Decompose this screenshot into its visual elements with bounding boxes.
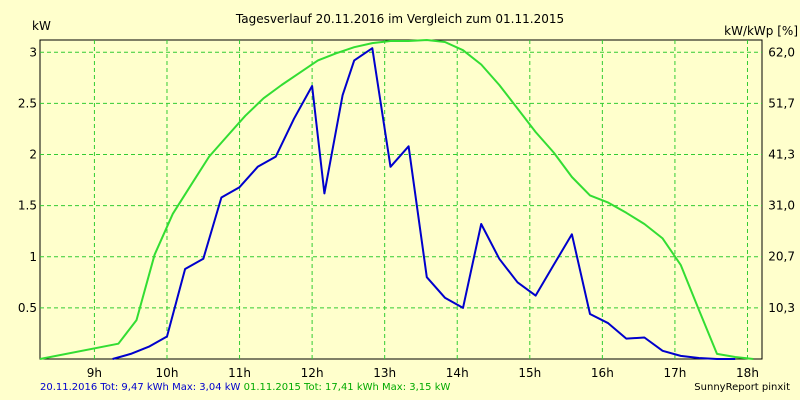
y-tick-label-right: 51,7 bbox=[768, 96, 795, 110]
y-tick-label-right: 41,3 bbox=[768, 148, 795, 162]
y-tick-label-left: 1 bbox=[29, 250, 37, 264]
y-tick-label-right: 10,3 bbox=[768, 301, 795, 315]
x-tick-label: 17h bbox=[663, 366, 686, 380]
legend-series-2015: 01.11.2015 Tot: 17,41 kWh Max: 3,15 kW bbox=[243, 382, 451, 393]
x-tick-label: 14h bbox=[446, 366, 469, 380]
series-group bbox=[39, 39, 754, 360]
x-tick-label: 10h bbox=[156, 366, 179, 380]
y-tick-label-left: 2.5 bbox=[18, 96, 37, 110]
y-axis-label-left: kW bbox=[32, 19, 51, 33]
y-tick-label-left: 1.5 bbox=[18, 199, 37, 213]
series-line-01-11-2015 bbox=[39, 39, 754, 360]
footer: 20.11.2016 Tot: 9,47 kWh Max: 3,04 kW 01… bbox=[0, 382, 800, 396]
y-tick-label-left: 0.5 bbox=[18, 301, 37, 315]
x-tick-label: 15h bbox=[518, 366, 541, 380]
x-tick-label: 16h bbox=[591, 366, 614, 380]
series-line-20-11-2016 bbox=[112, 47, 736, 360]
x-tick-label: 11h bbox=[228, 366, 251, 380]
y-tick-label-right: 31,0 bbox=[768, 199, 795, 213]
axis-ticks: 9h 10h 11h 12h 13h 14h 15h 16h 17h 18h 0.5 1 1.5 2 2.5… bbox=[18, 45, 795, 380]
y-axis-label-right: kW/kWp [%] bbox=[724, 24, 798, 38]
credit-text: SunnyReport pinxit bbox=[694, 382, 790, 393]
y-tick-label-right: 20,7 bbox=[768, 250, 795, 264]
footer-summary: 20.11.2016 Tot: 9,47 kWh Max: 3,04 kW 01… bbox=[40, 382, 450, 393]
y-tick-label-left: 3 bbox=[29, 45, 37, 59]
legend-series-2016: 20.11.2016 Tot: 9,47 kWh Max: 3,04 kW bbox=[40, 382, 241, 393]
x-tick-label: 9h bbox=[87, 366, 102, 380]
plot-area bbox=[39, 39, 763, 360]
x-tick-label: 13h bbox=[373, 366, 396, 380]
y-tick-label-left: 2 bbox=[29, 148, 37, 162]
x-tick-label: 12h bbox=[301, 366, 324, 380]
y-tick-label-right: 62,0 bbox=[768, 45, 795, 59]
x-tick-label: 18h bbox=[736, 366, 759, 380]
chart-title: Tagesverlauf 20.11.2016 im Vergleich zum… bbox=[235, 12, 564, 26]
